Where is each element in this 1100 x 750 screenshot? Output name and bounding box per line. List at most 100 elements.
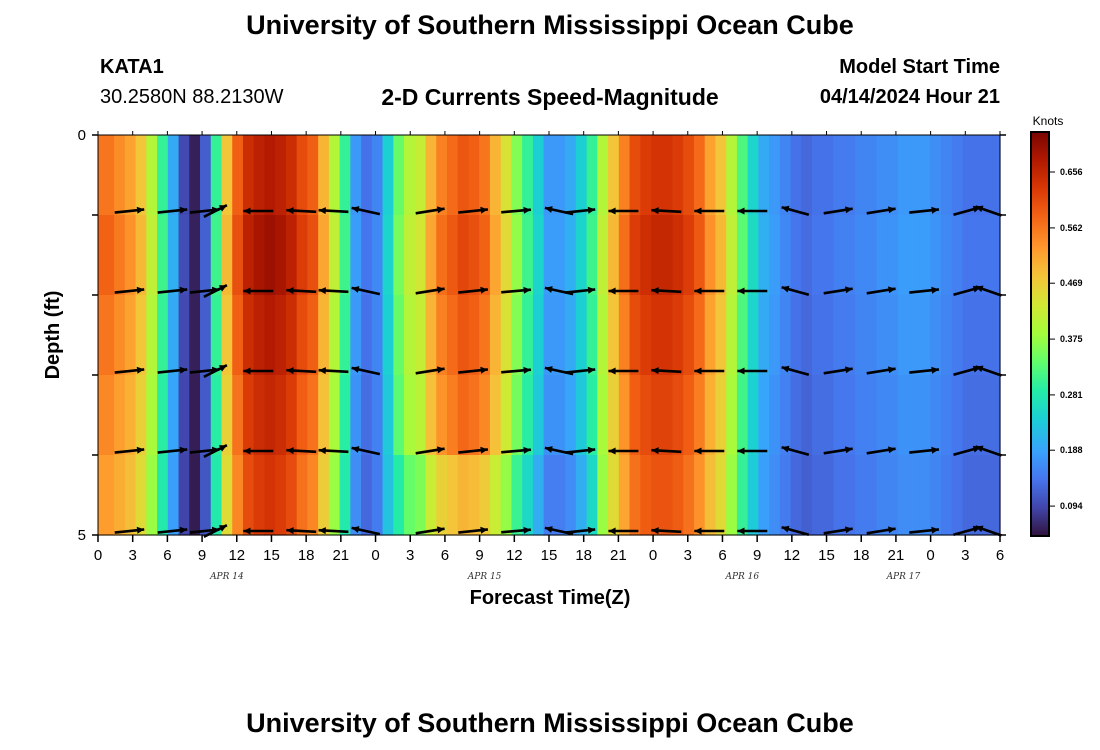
heatmap-cell	[350, 135, 362, 216]
heatmap-cell	[253, 215, 266, 296]
current-arrow-head	[218, 285, 227, 292]
heatmap-cell	[382, 135, 394, 216]
heatmap-cell	[522, 295, 534, 376]
heatmap-cell	[511, 455, 523, 536]
heatmap-cell	[640, 375, 652, 456]
current-arrow-head	[243, 207, 251, 215]
heatmap-cell	[167, 295, 180, 376]
heatmap-cell	[629, 375, 641, 456]
current-arrow-head	[694, 207, 702, 215]
heatmap-cell	[468, 295, 480, 376]
colorbar-tick-label: 0.375	[1060, 334, 1083, 344]
heatmap-cell	[779, 295, 792, 376]
heatmap-cell	[790, 215, 802, 296]
heatmap-cell	[994, 455, 1001, 536]
heatmap-cell	[264, 375, 276, 456]
heatmap-cell	[328, 455, 341, 536]
heatmap-cell	[908, 135, 921, 216]
heatmap-cell	[543, 135, 555, 216]
x-tick-label: 18	[298, 547, 315, 564]
current-arrow-head	[737, 367, 745, 375]
heatmap-cell	[318, 215, 330, 296]
heatmap-cell	[285, 215, 298, 296]
heatmap-cell	[167, 375, 180, 456]
heatmap-cell	[264, 135, 276, 216]
heatmap-cell	[833, 375, 845, 456]
heatmap-cell	[479, 375, 491, 456]
heatmap-cell	[200, 215, 212, 296]
heatmap-cell	[307, 135, 319, 216]
heatmap-cell	[897, 375, 910, 456]
heatmap-cell	[597, 295, 609, 376]
heatmap-cell	[887, 135, 899, 216]
heatmap-cell	[414, 455, 427, 536]
heatmap-cell	[468, 455, 480, 536]
heatmap-cell	[318, 295, 330, 376]
current-arrow-head	[781, 525, 790, 533]
heatmap-cell	[715, 135, 727, 216]
heatmap-cell	[919, 455, 931, 536]
current-arrow-head	[243, 447, 251, 455]
current-arrow-head	[351, 286, 360, 293]
heatmap-cell	[114, 455, 126, 536]
heatmap-cell	[146, 215, 158, 296]
x-tick-label: 0	[926, 547, 934, 564]
heatmap-cell	[629, 215, 641, 296]
heatmap-cell	[511, 135, 523, 216]
current-arrow-head	[179, 526, 188, 534]
heatmap-cell	[554, 455, 566, 536]
heatmap-cell	[897, 455, 910, 536]
heatmap-cell	[855, 135, 867, 216]
x-tick-label: 15	[263, 547, 280, 564]
heatmap-cell	[361, 455, 373, 536]
current-arrow-head	[218, 445, 227, 452]
heatmap-cell	[672, 215, 684, 296]
heatmap-cell	[339, 455, 351, 536]
heatmap-cell	[307, 215, 319, 296]
heatmap-cell	[704, 135, 717, 216]
heatmap-cell	[747, 215, 759, 296]
x-axis-label: Forecast Time(Z)	[470, 587, 631, 609]
current-arrow-head	[480, 206, 488, 214]
heatmap-cell	[575, 455, 588, 536]
speed-cells	[98, 135, 1001, 536]
page-title: University of Southern Mississippi Ocean…	[246, 10, 854, 40]
heatmap-cell	[189, 375, 201, 456]
heatmap-cell	[565, 295, 577, 376]
heatmap-cell	[629, 295, 641, 376]
heatmap-cell	[361, 215, 373, 296]
heatmap-cell	[146, 455, 158, 536]
heatmap-cell	[565, 375, 577, 456]
current-arrow-head	[975, 365, 984, 373]
footer-title: University of Southern Mississippi Ocean…	[246, 708, 854, 738]
x-tick-label: 0	[371, 547, 379, 564]
heatmap-cell	[951, 455, 964, 536]
heatmap-cell	[683, 295, 695, 376]
current-arrow-head	[845, 206, 853, 214]
heatmap-cell	[994, 135, 1001, 216]
heatmap-cell	[457, 375, 470, 456]
heatmap-cell	[704, 375, 717, 456]
current-arrow-head	[608, 207, 616, 215]
heatmap-cell	[242, 215, 255, 296]
heatmap-cell	[608, 375, 620, 456]
heatmap-cell	[940, 215, 953, 296]
heatmap-cell	[930, 135, 942, 216]
current-arrow-head	[931, 366, 939, 374]
heatmap-cell	[704, 455, 717, 536]
current-arrow-head	[737, 207, 745, 215]
heatmap-cell	[855, 375, 867, 456]
heatmap-cell	[597, 135, 609, 216]
heatmap-cell	[565, 135, 577, 216]
heatmap-cell	[693, 295, 706, 376]
current-arrow-head	[608, 367, 616, 375]
heatmap-cell	[328, 375, 341, 456]
x-tick-label: 15	[818, 547, 835, 564]
heatmap-cell	[500, 375, 513, 456]
heatmap-cell	[382, 295, 394, 376]
heatmap-cell	[801, 135, 813, 216]
heatmap-cell	[296, 375, 308, 456]
x-tick-label: 3	[961, 547, 969, 564]
heatmap-cell	[275, 295, 287, 376]
heatmap-cell	[618, 135, 631, 216]
